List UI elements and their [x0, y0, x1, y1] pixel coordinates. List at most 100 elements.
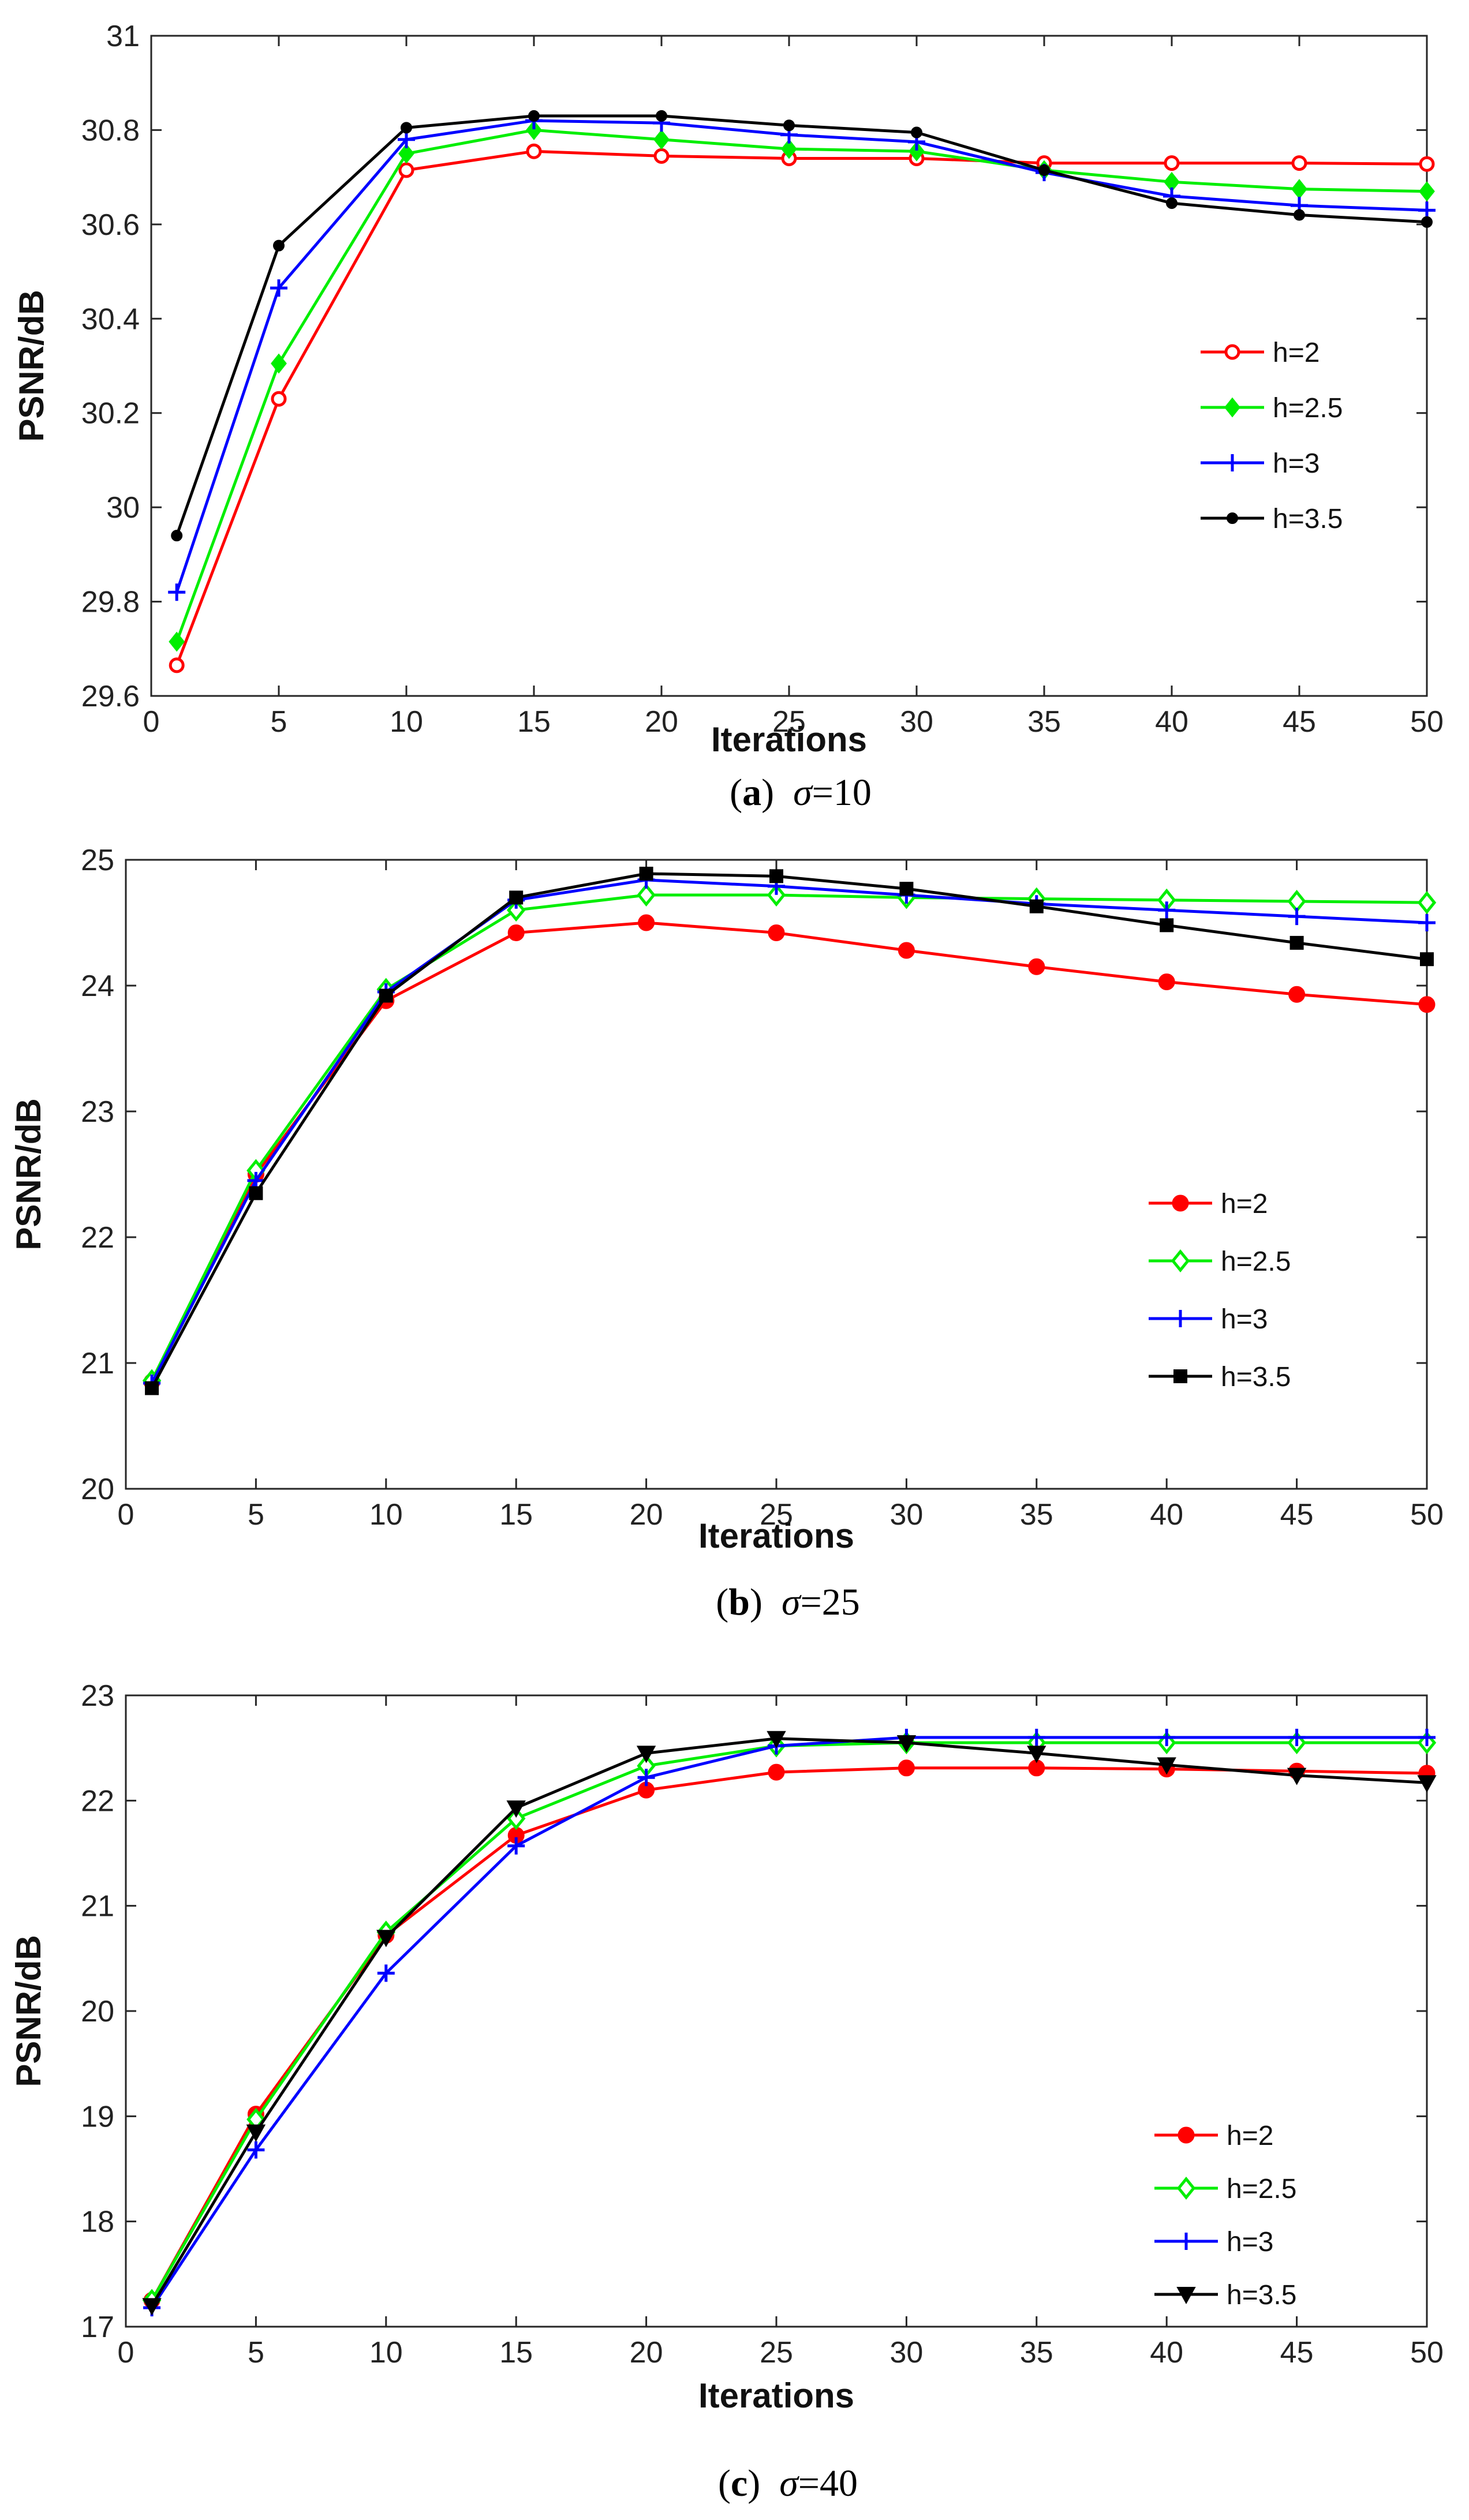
caption-value-a: =10 — [812, 772, 872, 814]
legend-marker-c-2 — [1178, 2233, 1195, 2250]
data-point-a-2-5 — [270, 279, 287, 297]
x-tick-label-b-20: 20 — [630, 1498, 663, 1532]
data-point-c-2-10 — [377, 1964, 395, 1982]
legend-marker-b-3 — [1173, 1369, 1187, 1383]
data-point-b-3-30 — [899, 882, 914, 896]
x-tick-label-a-15: 15 — [517, 705, 551, 739]
data-point-b-2-40 — [1158, 901, 1176, 919]
data-point-a-0-20 — [653, 148, 670, 164]
data-point-a-0-1 — [169, 657, 185, 673]
data-point-c-3-45 — [1287, 1768, 1307, 1785]
data-point-a-3-20 — [656, 110, 667, 122]
legend-label-a-2: h=3 — [1273, 448, 1320, 479]
y-axis-title-b: PSNR/dB — [9, 1098, 48, 1250]
caption-sigma-c: σ — [779, 2462, 799, 2504]
x-tick-label-a-50: 50 — [1410, 705, 1444, 739]
data-point-a-3-40 — [1166, 197, 1178, 209]
data-point-a-2-50 — [1418, 201, 1436, 219]
data-point-a-1-15 — [526, 120, 542, 140]
series-a-h=3.5 — [171, 110, 1433, 542]
y-tick-label-a-3: 30.2 — [81, 397, 140, 430]
data-point-b-3-10 — [379, 988, 393, 1003]
caption-value-c: =40 — [798, 2462, 858, 2504]
data-point-c-3-35 — [1027, 1746, 1046, 1763]
x-tick-label-c-40: 40 — [1150, 2336, 1183, 2369]
legend-marker-b-0 — [1172, 1195, 1189, 1212]
data-point-a-1-10 — [398, 143, 414, 164]
chart-c-svg: 0 5 10 15 20 25 30 35 40 45 50 17 18 19 20 21 22 23 Iterat… — [9, 1679, 1444, 2504]
y-tick-label-c-2: 19 — [81, 2100, 114, 2133]
x-tick-label-c-5: 5 — [248, 2336, 264, 2369]
data-point-c-3-40 — [1157, 1757, 1176, 1775]
data-point-b-0-15 — [507, 924, 525, 941]
data-point-b-3-20 — [639, 866, 653, 881]
y-tick-label-b-5: 25 — [81, 844, 114, 877]
data-point-b-0-30 — [898, 942, 915, 959]
caption-b: (b) σ=25 — [716, 1581, 859, 1623]
data-point-c-2-40 — [1158, 1728, 1176, 1746]
data-point-a-0-15 — [526, 143, 542, 159]
legend-label-b-1: h=2.5 — [1221, 1246, 1291, 1277]
x-tick-label-c-20: 20 — [630, 2336, 663, 2369]
data-point-c-2-50 — [1418, 1728, 1436, 1746]
caption-a: (a) σ=10 — [730, 772, 872, 814]
data-point-c-1-15 — [506, 1807, 526, 1830]
data-point-a-3-10 — [401, 122, 412, 134]
x-tick-label-a-35: 35 — [1027, 705, 1061, 739]
y-tick-label-a-4: 30.4 — [81, 302, 140, 336]
legend-label-c-1: h=2.5 — [1227, 2174, 1296, 2204]
data-point-b-0-45 — [1288, 986, 1306, 1003]
y-tick-label-b-4: 24 — [81, 969, 114, 1003]
x-tick-label-b-30: 30 — [889, 1498, 923, 1532]
caption-close-a: ) — [761, 772, 793, 814]
y-axis-title-c: PSNR/dB — [9, 1935, 48, 2087]
x-tick-label-a-10: 10 — [390, 705, 423, 739]
data-point-b-3-35 — [1029, 899, 1044, 913]
y-tick-label-a-7: 31 — [106, 20, 140, 53]
data-point-b-1-25 — [767, 883, 786, 907]
caption-close-c: ) — [747, 2462, 779, 2504]
data-point-c-3-1 — [142, 2298, 162, 2316]
legend-label-b-2: h=3 — [1221, 1304, 1268, 1335]
data-point-b-3-15 — [509, 890, 524, 905]
legend-label-a-0: h=2 — [1273, 338, 1320, 368]
legend-label-c-0: h=2 — [1227, 2121, 1273, 2151]
chart-panel-a: 0 5 10 15 20 25 30 35 40 45 50 29.6 29.8 30 30.2 30.4 30… — [0, 0, 1469, 825]
legend-marker-c-0 — [1178, 2126, 1195, 2144]
legend-marker-c-1 — [1176, 2177, 1196, 2200]
x-tick-label-a-40: 40 — [1155, 705, 1188, 739]
x-tick-label-a-25: 25 — [772, 705, 806, 739]
data-point-a-1-30 — [909, 141, 925, 162]
data-point-a-3-50 — [1421, 216, 1433, 228]
legend-label-c-2: h=3 — [1227, 2227, 1273, 2257]
x-tick-label-b-40: 40 — [1150, 1498, 1183, 1532]
data-point-a-3-1 — [171, 530, 183, 542]
x-tick-label-b-0: 0 — [118, 1498, 134, 1532]
data-point-a-0-10 — [398, 162, 414, 178]
legend-marker-c-3 — [1176, 2287, 1196, 2305]
x-tick-label-a-20: 20 — [645, 705, 678, 739]
caption-value-b: =25 — [801, 1581, 860, 1623]
data-point-b-1-20 — [637, 883, 656, 907]
data-point-a-3-45 — [1294, 209, 1305, 221]
y-tick-label-a-5: 30.6 — [81, 208, 140, 242]
legend-c: h=2 h=2.5 h=3 h=3.5 — [1154, 2121, 1296, 2311]
data-point-c-0-30 — [898, 1759, 915, 1777]
chart-panel-b: 0 5 10 15 20 25 30 35 40 45 50 20 21 22 23 24 25 Iteratio… — [0, 825, 1469, 1662]
chart-b-svg: 0 5 10 15 20 25 30 35 40 45 50202122232425Iteratio… — [9, 844, 1444, 1623]
data-point-b-3-25 — [769, 869, 783, 883]
plot-area-b — [125, 859, 1428, 1490]
series-a-h=2.5 — [169, 120, 1435, 652]
data-point-a-2-10 — [398, 130, 415, 148]
y-tick-label-b-3: 23 — [81, 1095, 114, 1129]
data-point-c-3-5 — [246, 2124, 266, 2142]
x-tick-label-c-30: 30 — [889, 2336, 923, 2369]
legend-marker-b-1 — [1171, 1249, 1190, 1272]
legend-label-a-1: h=2.5 — [1273, 393, 1343, 424]
caption-open-b: ( — [716, 1581, 728, 1623]
data-point-c-2-15 — [507, 1837, 525, 1855]
x-tick-label-c-25: 25 — [760, 2336, 793, 2369]
x-axis-title-b: Iterations — [698, 1517, 854, 1555]
legend-marker-a-2 — [1224, 454, 1241, 471]
data-point-b-0-40 — [1158, 973, 1175, 990]
